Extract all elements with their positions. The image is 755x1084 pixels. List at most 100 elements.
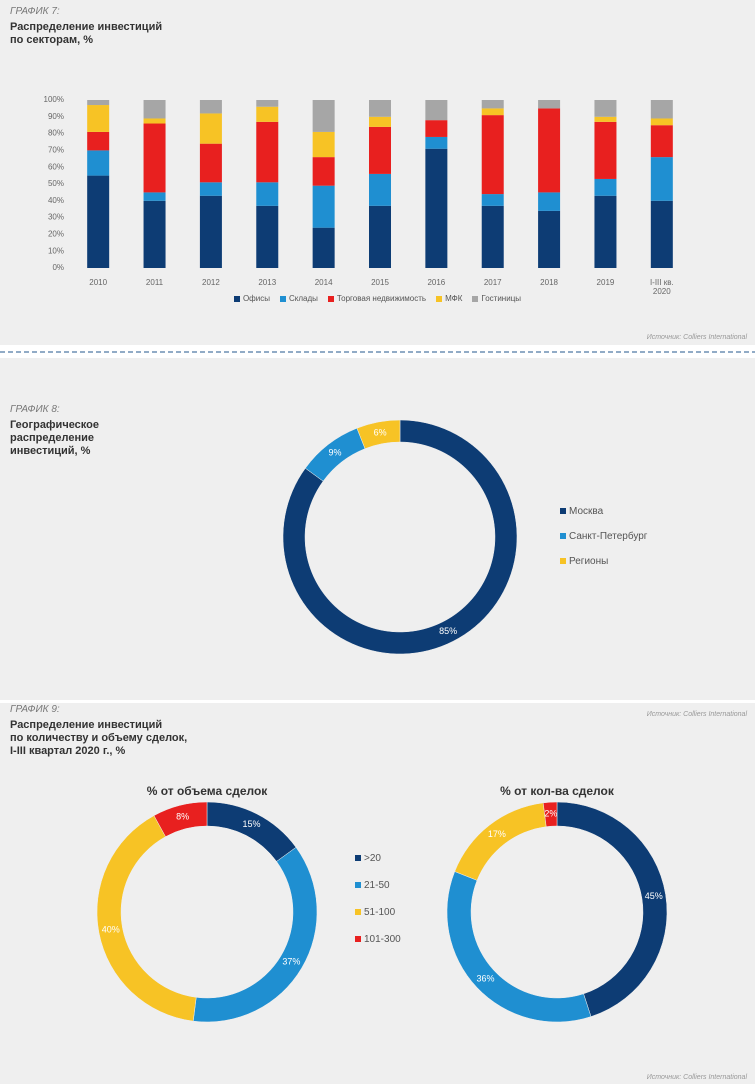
bar-segment [425, 100, 448, 121]
bar-segment [143, 118, 166, 124]
y-tick-label: 10% [48, 246, 64, 255]
bar-segment [425, 148, 448, 268]
legend-label: Офисы [242, 294, 270, 303]
bar-segment [256, 182, 279, 206]
legend-swatch [560, 508, 566, 514]
legend-label: 101-300 [364, 933, 401, 945]
bar-segment [481, 108, 504, 116]
legend-label: >20 [364, 852, 381, 864]
bar-segment [143, 200, 166, 268]
bar-segment [312, 185, 335, 228]
y-tick-label: 100% [44, 95, 64, 104]
y-tick-label: 70% [48, 146, 64, 155]
bar-segment [481, 100, 504, 109]
data-label: 36% [477, 973, 495, 983]
bar-segment [199, 195, 222, 268]
legend-item: Санкт-Петербург [560, 530, 647, 542]
legend-swatch [355, 855, 361, 861]
chart-label: ГРАФИК 9: [10, 704, 60, 715]
legend-swatch [327, 295, 334, 302]
bar-segment [87, 150, 110, 176]
donut-segment [556, 801, 668, 1017]
bar-segment [312, 131, 335, 158]
panel [0, 703, 755, 1084]
legend-swatch [355, 936, 361, 942]
bar-segment [312, 100, 335, 132]
bar-segment [199, 182, 222, 196]
legend-item: Склады [279, 294, 318, 303]
donut-segment [96, 815, 197, 1022]
bar-segment [650, 157, 673, 201]
chart-title: Распределение инвестиций по количеству и… [10, 719, 188, 757]
bar-segment [256, 106, 279, 122]
chart-title: Распределение инвестиций по секторам, % [10, 21, 163, 46]
legend-swatch [560, 533, 566, 539]
legend-label: 51-100 [364, 906, 396, 918]
bar-segment [256, 121, 279, 183]
x-tick-label: 2017 [483, 278, 502, 287]
bar-segment [594, 121, 617, 179]
legend-swatch [436, 295, 443, 302]
legend-item: 51-100 [355, 906, 401, 918]
bar-segment [369, 116, 391, 127]
legend-label: Москва [569, 505, 604, 517]
x-tick-label: 2016 [427, 278, 446, 287]
legend-swatch [355, 909, 361, 915]
donut-segment [356, 419, 401, 449]
bar-segment [199, 113, 222, 144]
bar-segment [538, 192, 561, 211]
legend-label: Гостиницы [481, 294, 522, 303]
bar-segment [143, 100, 166, 119]
data-label: 85% [439, 626, 457, 636]
data-label: 2% [544, 809, 557, 819]
bar-segment [594, 100, 617, 117]
x-tick-label: 2018 [540, 278, 558, 287]
y-tick-label: 60% [48, 162, 64, 171]
bar-segment [650, 200, 673, 268]
x-tick-label: 2011 [145, 278, 164, 287]
bar-segment [538, 210, 561, 268]
legend-item: Офисы [233, 294, 270, 303]
bar-segment [143, 123, 166, 193]
x-tick-label: 2019 [596, 278, 615, 287]
source: Источник: Colliers International [646, 334, 747, 341]
legend-item: >20 [355, 852, 401, 864]
legend-label: 21-50 [364, 879, 390, 891]
chart-label: ГРАФИК 7: [10, 6, 60, 17]
data-label: 8% [176, 811, 189, 821]
bar-segment [538, 108, 561, 193]
bar-segment [143, 192, 166, 201]
donut-title: % от кол-ва сделок [500, 784, 614, 798]
donut-segment [542, 801, 558, 827]
bar-segment [594, 116, 617, 122]
y-tick-label: 90% [48, 112, 64, 121]
legend-label: МФК [445, 294, 463, 303]
legend-swatch [279, 295, 286, 302]
bar-segment [87, 131, 110, 151]
chart-label: ГРАФИК 8: [10, 404, 60, 415]
bar-segment [312, 157, 335, 186]
bar-segment [199, 100, 222, 114]
legend-label: Склады [288, 294, 318, 303]
legend: >20 21-50 51-100 101-300 [355, 852, 401, 945]
y-tick-label: 20% [48, 230, 64, 239]
legend-swatch [472, 295, 479, 302]
x-tick-label: 2014 [314, 278, 333, 287]
donut-segment [153, 801, 208, 837]
x-tick-label: 2013 [258, 278, 277, 287]
bar-segment [594, 178, 617, 196]
data-label: 45% [645, 891, 663, 901]
bar-segment [650, 125, 673, 158]
data-label: 9% [329, 448, 342, 458]
bar-segment [199, 143, 222, 183]
bar-segment [538, 100, 561, 109]
y-tick-label: 0% [52, 263, 64, 272]
legend-swatch [560, 558, 566, 564]
donut-segment [282, 419, 518, 655]
bar-segment [369, 100, 391, 117]
bar-segment [369, 173, 391, 206]
source: Источник: Colliers International [646, 711, 747, 718]
donut-title: % от объема сделок [146, 784, 268, 798]
data-label: 15% [242, 819, 260, 829]
